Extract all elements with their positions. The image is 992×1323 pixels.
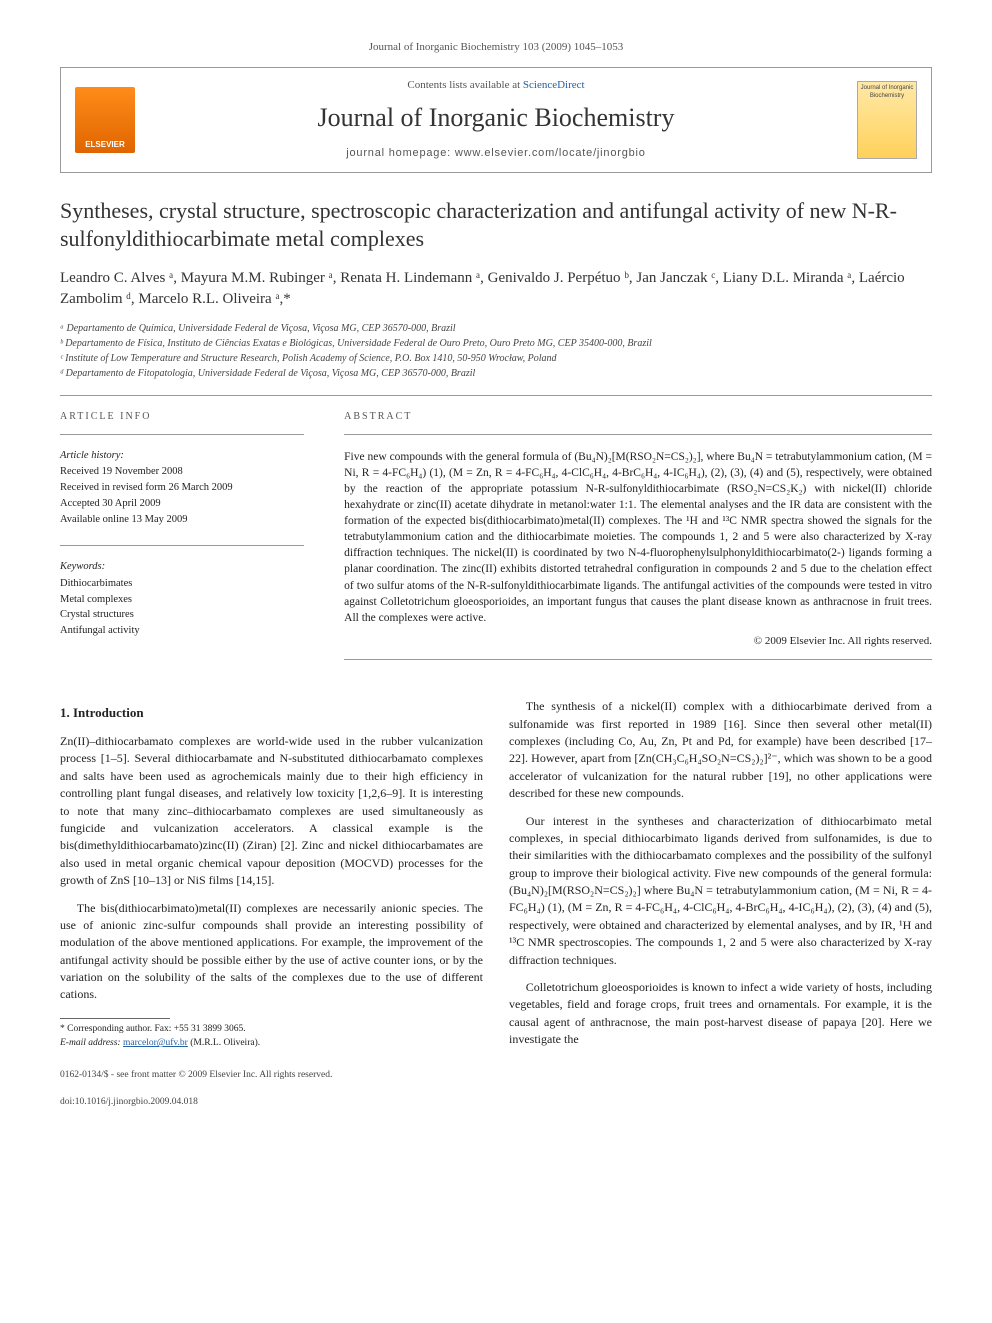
keyword: Metal complexes [60, 593, 304, 608]
body-paragraph: The synthesis of a nickel(II) complex wi… [509, 698, 932, 802]
divider [344, 659, 932, 660]
corresponding-email-link[interactable]: marcelor@ufv.br [123, 1038, 188, 1048]
journal-name: Journal of Inorganic Biochemistry [149, 100, 843, 136]
front-matter-line: 0162-0134/$ - see front matter © 2009 El… [60, 1069, 932, 1082]
abstract-label: ABSTRACT [344, 410, 932, 424]
affiliation: ᵇ Departamento de Física, Instituto de C… [60, 337, 932, 351]
history-item: Received 19 November 2008 [60, 465, 304, 480]
affiliation: ᵃ Departamento de Química, Universidade … [60, 322, 932, 336]
history-item: Available online 13 May 2009 [60, 513, 304, 528]
abstract-copyright: © 2009 Elsevier Inc. All rights reserved… [344, 634, 932, 649]
article-history: Article history: Received 19 November 20… [60, 449, 304, 527]
elsevier-logo: ELSEVIER [75, 87, 135, 153]
history-item: Received in revised form 26 March 2009 [60, 481, 304, 496]
body-paragraph: Zn(II)–dithiocarbamato complexes are wor… [60, 733, 483, 890]
keywords-label: Keywords: [60, 560, 304, 575]
history-label: Article history: [60, 449, 304, 464]
sciencedirect-link[interactable]: ScienceDirect [523, 79, 585, 91]
footnotes: * Corresponding author. Fax: +55 31 3899… [60, 1023, 483, 1050]
masthead-center: Contents lists available at ScienceDirec… [149, 78, 843, 161]
article-info-block: ARTICLE INFO Article history: Received 1… [60, 410, 304, 674]
email-label: E-mail address: [60, 1038, 121, 1048]
keyword: Dithiocarbimates [60, 577, 304, 592]
email-person: (M.R.L. Oliveira). [190, 1038, 260, 1048]
keywords-block: Keywords: Dithiocarbimates Metal complex… [60, 560, 304, 638]
history-item: Accepted 30 April 2009 [60, 497, 304, 512]
keyword: Antifungal activity [60, 624, 304, 639]
corresponding-author-note: * Corresponding author. Fax: +55 31 3899… [60, 1023, 483, 1035]
section-heading-introduction: 1. Introduction [60, 704, 483, 723]
article-info-label: ARTICLE INFO [60, 410, 304, 424]
contents-available-line: Contents lists available at ScienceDirec… [149, 78, 843, 93]
affiliation: ᵈ Departamento de Fitopatologia, Univers… [60, 367, 932, 381]
body-paragraph: The bis(dithiocarbimato)metal(II) comple… [60, 900, 483, 1004]
authors-list: Leandro C. Alves ᵃ, Mayura M.M. Rubinger… [60, 268, 932, 310]
contents-prefix: Contents lists available at [407, 79, 522, 91]
body-paragraph: Colletotrichum gloeosporioides is known … [509, 979, 932, 1049]
divider [60, 545, 304, 546]
divider [60, 395, 932, 396]
footnote-separator [60, 1018, 170, 1019]
article-body: 1. Introduction Zn(II)–dithiocarbamato c… [60, 698, 932, 1055]
abstract-text: Five new compounds with the general form… [344, 449, 932, 626]
keyword: Crystal structures [60, 608, 304, 623]
journal-cover-thumbnail: Journal of Inorganic Biochemistry [857, 81, 917, 159]
journal-homepage: journal homepage: www.elsevier.com/locat… [149, 146, 843, 161]
article-title: Syntheses, crystal structure, spectrosco… [60, 197, 932, 254]
doi-line: doi:10.1016/j.jinorgbio.2009.04.018 [60, 1096, 932, 1109]
affiliation: ᶜ Institute of Low Temperature and Struc… [60, 352, 932, 366]
abstract-block: ABSTRACT Five new compounds with the gen… [344, 410, 932, 674]
body-paragraph: Our interest in the syntheses and charac… [509, 813, 932, 970]
divider [344, 434, 932, 435]
running-head: Journal of Inorganic Biochemistry 103 (2… [60, 40, 932, 55]
affiliations: ᵃ Departamento de Química, Universidade … [60, 322, 932, 381]
divider [60, 434, 304, 435]
email-line: E-mail address: marcelor@ufv.br (M.R.L. … [60, 1037, 483, 1049]
masthead: ELSEVIER Contents lists available at Sci… [60, 67, 932, 172]
article-meta-row: ARTICLE INFO Article history: Received 1… [60, 410, 932, 674]
